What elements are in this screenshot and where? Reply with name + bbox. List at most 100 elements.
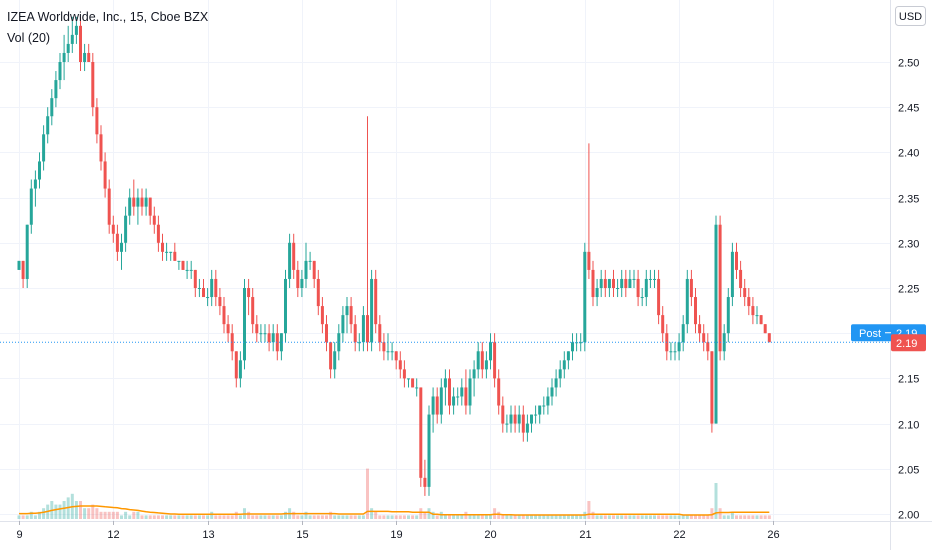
candle-body <box>374 278 378 325</box>
candle-body <box>349 306 353 325</box>
candle <box>193 269 197 298</box>
volume-bar <box>767 515 771 519</box>
candle <box>505 414 509 433</box>
candle-body <box>66 43 70 53</box>
volume-bar <box>169 515 173 519</box>
candle <box>382 333 386 361</box>
volume-bar <box>115 511 119 519</box>
candle <box>70 16 74 53</box>
volume-bar <box>230 515 234 519</box>
volume-bar <box>255 515 259 519</box>
currency-button[interactable]: USD <box>895 6 926 26</box>
volume-bar <box>308 515 312 519</box>
candle-body <box>357 342 361 344</box>
volume-bar <box>480 515 484 519</box>
candle-body <box>423 477 427 487</box>
volume-bar <box>587 501 591 519</box>
candle <box>702 324 706 352</box>
candle <box>722 324 726 361</box>
last-badge-value: 2.19 <box>896 338 917 350</box>
volume-bar <box>337 515 341 519</box>
candle-body <box>452 396 456 406</box>
candle-body <box>140 197 144 207</box>
candle <box>337 324 341 361</box>
candle <box>730 242 734 307</box>
last-price-badge: 2.19 <box>891 334 926 352</box>
candle-body <box>714 224 718 424</box>
candle <box>595 278 599 307</box>
candle-body <box>644 278 648 298</box>
volume-bar <box>484 515 488 519</box>
candle <box>607 278 611 298</box>
candle <box>566 351 570 370</box>
time-axis[interactable]: 9 12 13 15 19 20 21 22 26 <box>16 521 780 541</box>
candle-body <box>115 233 119 252</box>
candle-body <box>25 224 29 279</box>
volume-bar <box>234 511 238 519</box>
candle-body <box>329 342 333 370</box>
candle-body <box>148 197 152 216</box>
volume-bar <box>316 515 320 519</box>
candle-body <box>390 351 394 353</box>
volume-bar <box>706 515 710 519</box>
candle-body <box>640 297 644 299</box>
candle <box>378 315 382 352</box>
candle <box>29 179 33 234</box>
candle-body <box>341 315 345 334</box>
candle-body <box>480 351 484 370</box>
volume-bar <box>616 515 620 519</box>
volume-bar <box>509 515 513 519</box>
volume-bar <box>415 515 419 519</box>
volume-bar <box>177 515 181 519</box>
volume-ma-layer <box>19 505 770 516</box>
candle-body <box>214 278 218 298</box>
candle <box>624 269 628 298</box>
candle <box>509 405 513 433</box>
candle-body <box>669 351 673 353</box>
candle-body <box>472 369 476 379</box>
candle-body <box>566 351 570 361</box>
candle <box>74 16 78 44</box>
candle-body <box>751 306 755 316</box>
volume-bar <box>739 515 743 519</box>
candle <box>263 324 267 343</box>
candle <box>714 215 718 424</box>
volume-bar <box>763 515 767 519</box>
candle <box>288 233 292 288</box>
candle-body <box>521 414 525 433</box>
volume-bar <box>206 515 210 519</box>
candle <box>546 387 550 415</box>
candle <box>517 405 521 433</box>
volume-bar <box>173 515 177 519</box>
candle <box>439 378 443 424</box>
volume-bar <box>419 508 423 519</box>
volume-bar <box>304 511 308 519</box>
candle <box>247 278 251 316</box>
candle-body <box>534 414 538 416</box>
volume-bar <box>329 511 333 519</box>
time-tick-label: 21 <box>579 529 591 541</box>
candle-body <box>730 251 734 298</box>
candle-body <box>525 423 529 433</box>
candle <box>374 269 378 334</box>
volume-bar <box>472 515 476 519</box>
candle-body <box>378 324 382 343</box>
candle <box>95 98 99 144</box>
volume-bar <box>247 511 251 519</box>
volume-bar <box>673 515 677 519</box>
candle <box>62 34 66 81</box>
candle <box>99 125 103 171</box>
volume-bar <box>628 515 632 519</box>
candle <box>91 52 95 117</box>
volume-bar <box>427 508 431 519</box>
candle-body <box>542 405 546 407</box>
volume-bar <box>111 511 115 519</box>
candle <box>554 369 558 397</box>
volume-bar <box>669 515 673 519</box>
candle-body <box>21 260 25 279</box>
candle <box>472 360 476 397</box>
candle-body <box>616 288 620 289</box>
volume-indicator-label[interactable]: Vol (20) <box>7 31 50 45</box>
candle <box>189 260 193 279</box>
